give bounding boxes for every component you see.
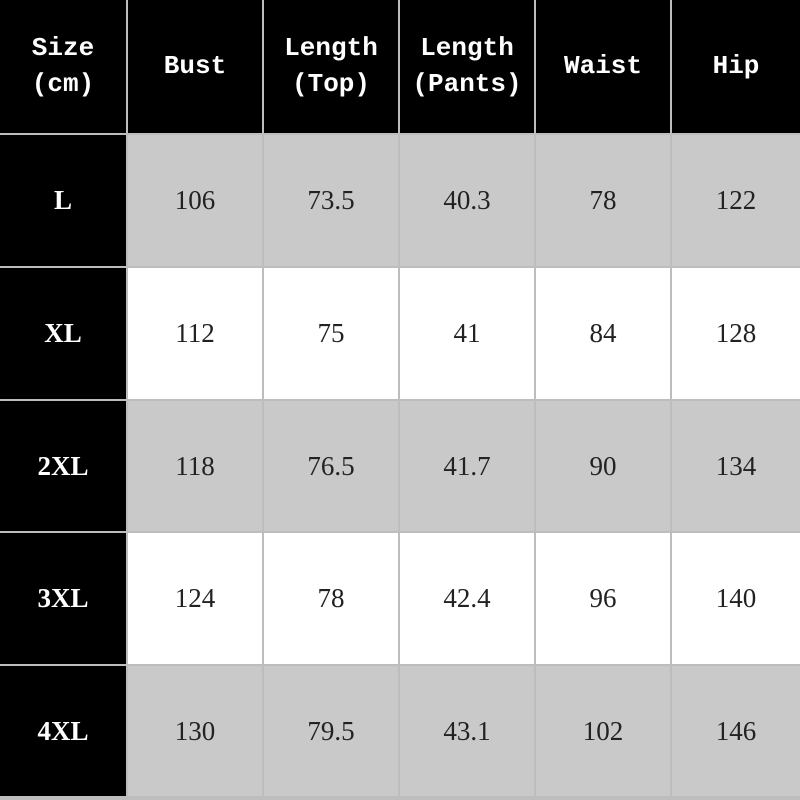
measurement-cell: 43.1	[400, 666, 534, 796]
size-label: 2XL	[0, 401, 126, 531]
measurement-cell: 41.7	[400, 401, 534, 531]
measurement-cell: 140	[672, 533, 800, 664]
measurement-cell: 146	[672, 666, 800, 796]
header-cell: Waist	[536, 0, 670, 133]
size-label: 3XL	[0, 533, 126, 664]
header-cell: Length (Top)	[264, 0, 398, 133]
measurement-cell: 96	[536, 533, 670, 664]
header-cell: Size (cm)	[0, 0, 126, 133]
measurement-cell: 130	[128, 666, 262, 796]
measurement-cell: 76.5	[264, 401, 398, 531]
measurement-cell: 75	[264, 268, 398, 399]
header-cell: Hip	[672, 0, 800, 133]
measurement-cell: 90	[536, 401, 670, 531]
measurement-cell: 102	[536, 666, 670, 796]
size-label: XL	[0, 268, 126, 399]
measurement-cell: 128	[672, 268, 800, 399]
measurement-cell: 78	[264, 533, 398, 664]
measurement-cell: 79.5	[264, 666, 398, 796]
header-cell: Bust	[128, 0, 262, 133]
measurement-cell: 118	[128, 401, 262, 531]
measurement-cell: 134	[672, 401, 800, 531]
measurement-cell: 122	[672, 135, 800, 266]
size-label: L	[0, 135, 126, 266]
measurement-cell: 78	[536, 135, 670, 266]
measurement-cell: 73.5	[264, 135, 398, 266]
measurement-cell: 84	[536, 268, 670, 399]
measurement-cell: 124	[128, 533, 262, 664]
header-cell: Length (Pants)	[400, 0, 534, 133]
size-label: 4XL	[0, 666, 126, 796]
measurement-cell: 40.3	[400, 135, 534, 266]
measurement-cell: 112	[128, 268, 262, 399]
measurement-cell: 41	[400, 268, 534, 399]
measurement-cell: 106	[128, 135, 262, 266]
measurement-cell: 42.4	[400, 533, 534, 664]
